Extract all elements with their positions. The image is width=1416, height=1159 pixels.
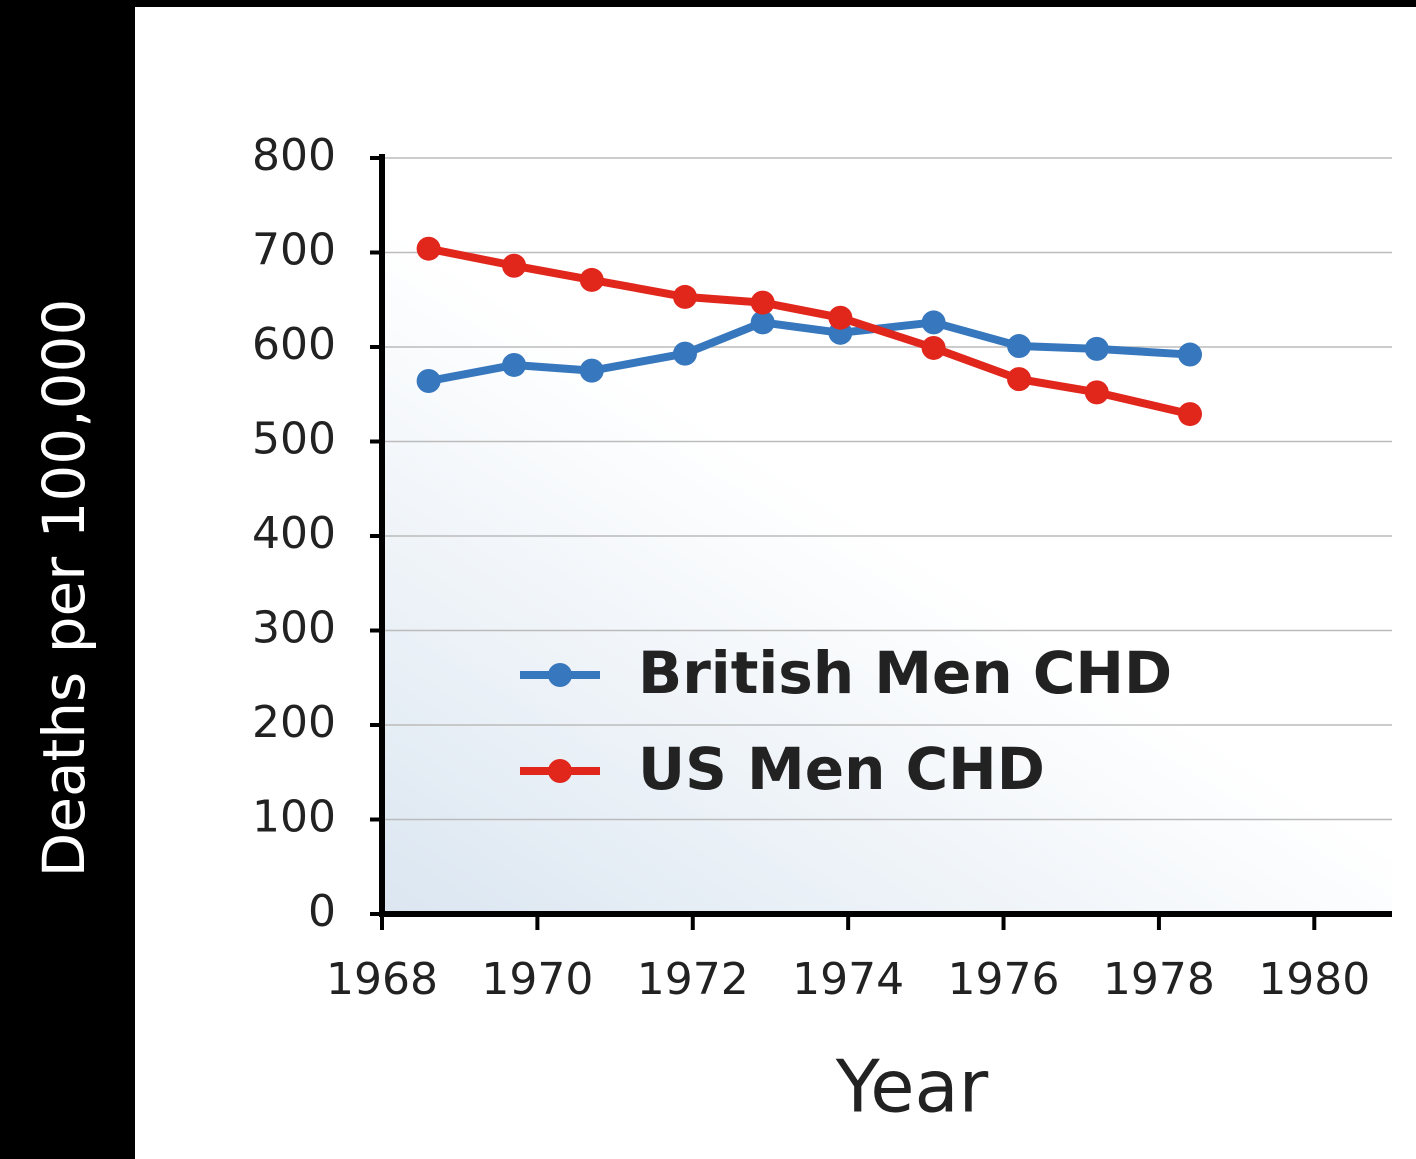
y-tick-label: 300: [252, 603, 336, 654]
data-point: [502, 253, 527, 278]
data-point: [1084, 380, 1109, 405]
data-point: [416, 236, 441, 261]
y-tick-label: 600: [252, 319, 336, 370]
x-tick-label: 1970: [481, 954, 593, 1005]
y-tick-label: 700: [252, 225, 336, 276]
data-point: [673, 341, 697, 366]
x-axis-label: Year: [835, 1045, 989, 1129]
data-point: [1007, 334, 1032, 359]
data-point: [1178, 342, 1202, 367]
data-point: [673, 284, 697, 309]
legend-label: British Men CHD: [638, 639, 1172, 707]
data-point: [1007, 367, 1032, 392]
series-line: [427, 244, 1191, 418]
y-tick-label: 800: [252, 130, 336, 181]
y-tick-label: 100: [252, 792, 336, 843]
data-point: [750, 290, 775, 315]
data-point: [579, 267, 604, 292]
y-tick-label: 0: [308, 886, 336, 937]
data-point: [502, 352, 527, 377]
data-point: [828, 305, 853, 330]
x-tick-label: 1976: [948, 954, 1060, 1005]
y-tick-label: 400: [252, 508, 336, 559]
y-tick-label: 500: [252, 414, 336, 465]
x-tick-label: 1974: [792, 954, 904, 1005]
x-tick-label: 1972: [637, 954, 749, 1005]
series-line: [427, 318, 1191, 385]
x-tick-label: 1978: [1103, 954, 1215, 1005]
x-tick-label: 1968: [326, 954, 438, 1005]
legend-marker: [548, 759, 572, 783]
data-point: [750, 310, 775, 335]
data-point: [1178, 402, 1202, 427]
y-tick-label: 200: [252, 697, 336, 748]
y-axis-label: Deaths per 100,000: [30, 299, 98, 878]
data-point: [1084, 336, 1109, 361]
x-tick-label: 1980: [1258, 954, 1370, 1005]
legend-label: US Men CHD: [638, 735, 1045, 803]
data-point: [921, 335, 946, 360]
data-point: [579, 358, 604, 383]
legend-marker: [548, 663, 572, 687]
data-point: [921, 310, 946, 335]
data-point: [416, 369, 441, 394]
